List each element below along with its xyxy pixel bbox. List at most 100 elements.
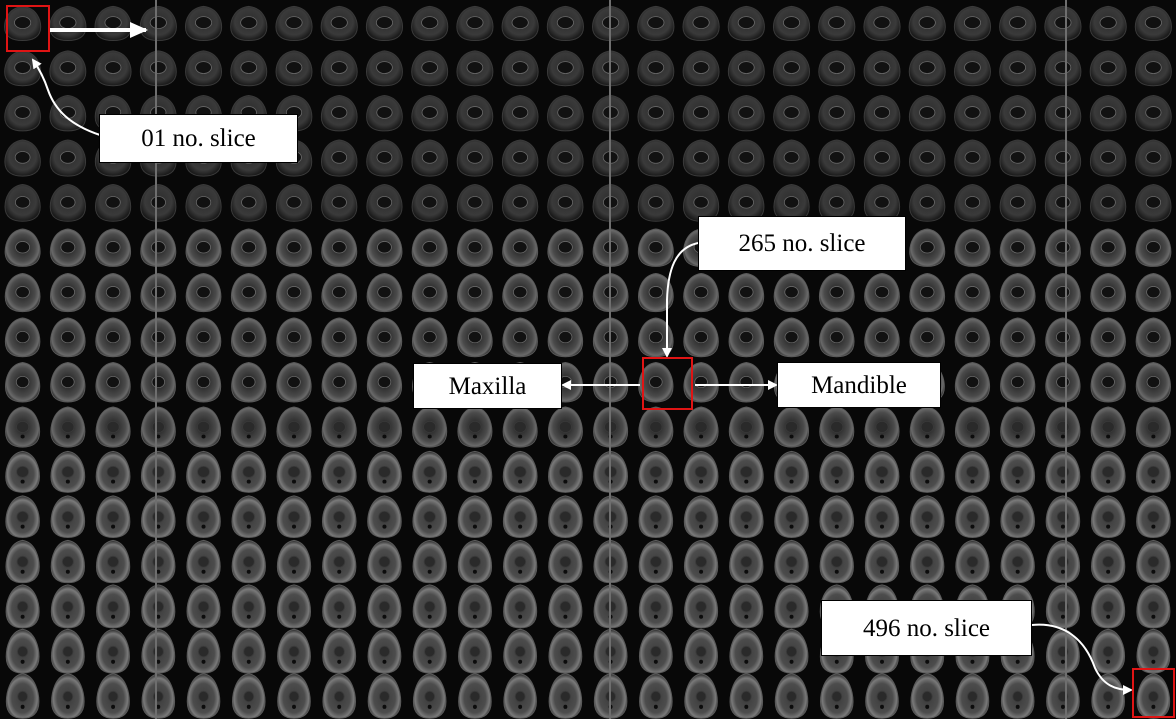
slice-thumbnail [909,495,945,538]
slice-thumbnail [954,317,991,358]
slice-thumbnail [547,450,583,493]
slice-thumbnail [185,50,223,87]
slice-thumbnail [1135,139,1172,177]
slice-thumbnail [774,584,809,629]
slice-thumbnail [456,50,494,87]
slice-thumbnail [4,272,41,313]
slice-thumbnail [818,94,856,132]
slice-thumbnail [682,50,720,87]
slice-thumbnail [50,406,86,448]
slice-thumbnail [4,5,42,42]
slice-thumbnail [185,272,222,313]
slice-thumbnail [4,228,41,267]
slices-layer [4,5,1172,719]
slice-thumbnail [320,5,358,42]
slice-thumbnail [4,317,41,358]
slice-thumbnail [909,317,945,358]
slice-thumbnail [5,450,41,493]
slice-thumbnail [773,272,810,313]
slice-thumbnail [1089,50,1127,87]
slice-thumbnail [999,272,1036,313]
slice-thumbnail [818,183,855,222]
slice-thumbnail [51,673,85,719]
slice-thumbnail [322,628,357,674]
slice-thumbnail [864,450,900,493]
slice-thumbnail [186,584,221,629]
slice-thumbnail [366,361,403,403]
slice-thumbnail [819,406,855,448]
slice-thumbnail [729,673,764,719]
slice-thumbnail [456,228,493,267]
slice-thumbnail [682,139,720,177]
slice-thumbnail [909,406,945,448]
first-slice-highlight [6,5,50,52]
slice-thumbnail [1135,317,1172,358]
slice-thumbnail [774,495,809,538]
slice-thumbnail [94,5,132,42]
slice-thumbnail [49,5,87,42]
slice-thumbnail [729,495,764,538]
slice-thumbnail [231,406,267,448]
slice-thumbnail [320,139,358,177]
slice-thumbnail [955,450,990,493]
slice-thumbnail [49,272,86,313]
slice-thumbnail [954,406,990,448]
slice-thumbnail [638,406,674,448]
slice-thumbnail [1000,673,1035,719]
slice-thumbnail [321,228,358,267]
slice-thumbnail [231,317,267,358]
slice-thumbnail [637,183,674,222]
slice-thumbnail [503,673,537,719]
slice-thumbnail [639,673,673,719]
slice-thumbnail [774,628,809,674]
slice-thumbnail [774,450,809,493]
slice-thumbnail [231,361,267,403]
slice-thumbnail [818,272,855,313]
slice-thumbnail [908,5,946,42]
slice-thumbnail [96,628,130,674]
slice-thumbnail [1090,183,1127,222]
slice-thumbnail [638,495,674,538]
slice-thumbnail [185,228,222,267]
slice-thumbnail [1090,272,1127,313]
slice-thumbnail [819,495,855,538]
slice-thumbnail [94,183,132,222]
slice-thumbnail [502,272,539,313]
slice-thumbnail [276,539,312,584]
slice-thumbnail [4,50,42,87]
slice-thumbnail [186,450,221,493]
slice-thumbnail [637,94,675,132]
slice-thumbnail [547,94,584,132]
slice-thumbnail [547,406,583,448]
slice-thumbnail [4,361,41,403]
slice-thumbnail [322,539,357,584]
slice-thumbnail [141,539,176,584]
slice-thumbnail [184,5,223,42]
slice-thumbnail [818,5,856,42]
slice-thumbnail [548,628,583,674]
slice-thumbnail [277,628,311,674]
slice-thumbnail [502,183,539,222]
slice-thumbnail [1000,361,1036,403]
slice-thumbnail [1136,628,1171,674]
slice-thumbnail [186,628,221,674]
slice-thumbnail [456,94,494,132]
slice-thumbnail [412,406,448,448]
slice-thumbnail [5,673,40,719]
slice-thumbnail [365,50,403,87]
slice-thumbnail [728,406,764,448]
slice-thumbnail [864,272,900,313]
slice-thumbnail [231,584,266,629]
slice-thumbnail [275,50,313,87]
slice-thumbnail [910,673,945,719]
slice-thumbnail [772,5,811,42]
slice-thumbnail [1090,406,1126,448]
slice-thumbnail [5,495,40,538]
slice-thumbnail [547,317,584,358]
slice-thumbnail [186,406,222,448]
slice-thumbnail [411,5,449,42]
last-slice-highlight [1132,668,1175,718]
slice-thumbnail [863,139,901,177]
slice-thumbnail [321,272,358,313]
